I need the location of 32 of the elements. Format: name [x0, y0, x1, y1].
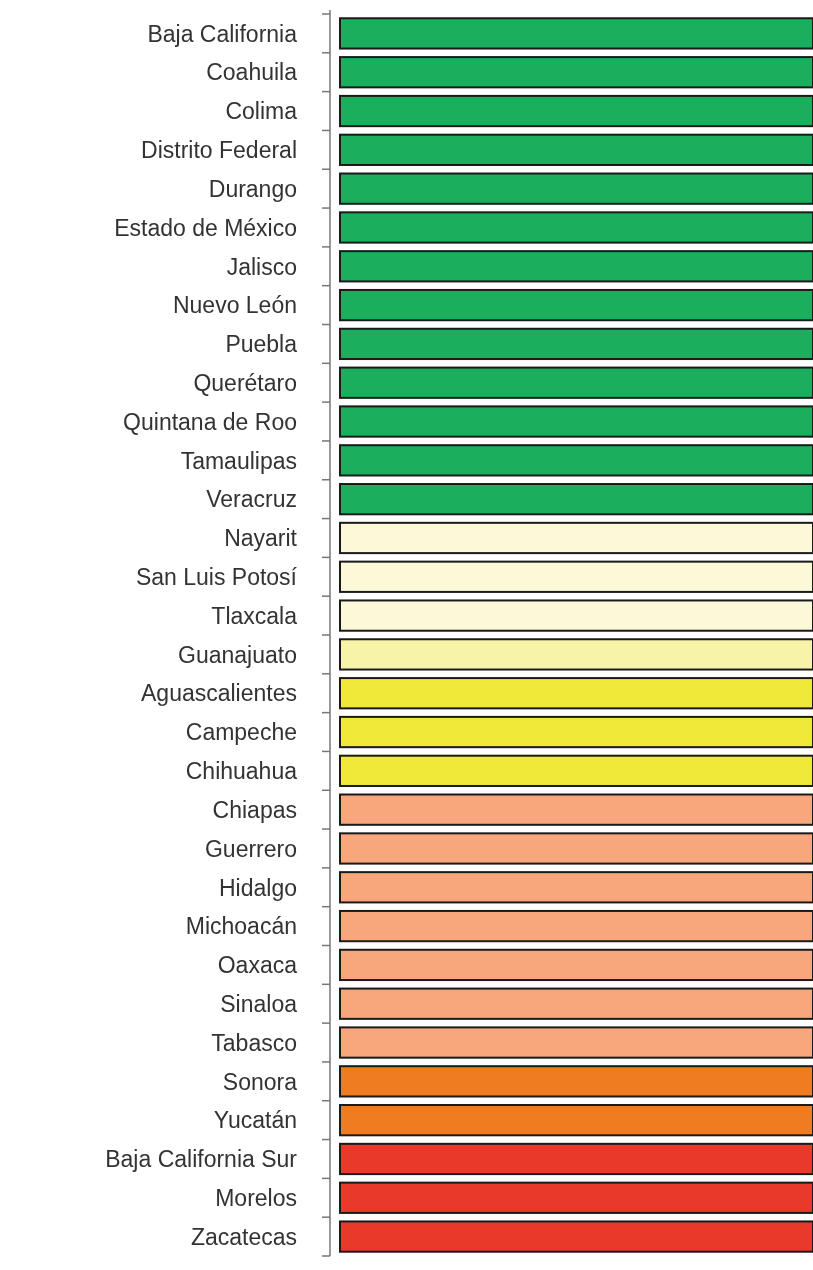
y-tick-label: Aguascalientes: [141, 680, 297, 707]
y-tick-label: Baja California Sur: [105, 1146, 298, 1173]
y-tick-label: Yucatán: [213, 1107, 297, 1134]
y-tick-label: Hidalgo: [219, 874, 297, 901]
y-tick-label: Coahuila: [206, 59, 298, 86]
y-tick-label: Estado de México: [114, 214, 297, 241]
y-tick-label: Zacatecas: [190, 1223, 297, 1250]
y-tick-label: Sonora: [222, 1068, 298, 1095]
y-tick-label: Jalisco: [226, 253, 297, 280]
y-tick-label: Nuevo León: [172, 292, 297, 319]
y-tick-label: Chihuahua: [185, 758, 298, 785]
y-tick-label: Tabasco: [211, 1029, 297, 1056]
y-tick-label: Guerrero: [204, 835, 297, 862]
y-tick-label: Morelos: [215, 1185, 297, 1212]
y-tick-label: Querétaro: [193, 370, 297, 396]
y-tick-label: Nayarit: [224, 525, 298, 552]
y-tick-label: Oaxaca: [217, 952, 298, 979]
y-tick-label: Colima: [225, 98, 298, 125]
y-tick-label: Campeche: [185, 719, 297, 746]
y-tick-label: Puebla: [225, 331, 298, 358]
y-tick-label: Chiapas: [212, 796, 297, 823]
y-tick-label: Tlaxcala: [211, 602, 298, 629]
y-tick-label: Durango: [208, 175, 297, 202]
y-tick-label: Baja California: [147, 20, 298, 47]
y-tick-label: Distrito Federal: [141, 137, 297, 164]
y-tick-label: Sinaloa: [220, 991, 298, 1017]
y-tick-label: Michoacán: [185, 913, 297, 940]
y-tick-label: Guanajuato: [178, 641, 297, 668]
y-tick-label: San Luis Potosí: [135, 564, 298, 591]
y-tick-label: Veracruz: [206, 486, 297, 513]
y-tick-label: Quintana de Roo: [123, 408, 297, 435]
y-tick-label: Tamaulipas: [180, 447, 297, 474]
